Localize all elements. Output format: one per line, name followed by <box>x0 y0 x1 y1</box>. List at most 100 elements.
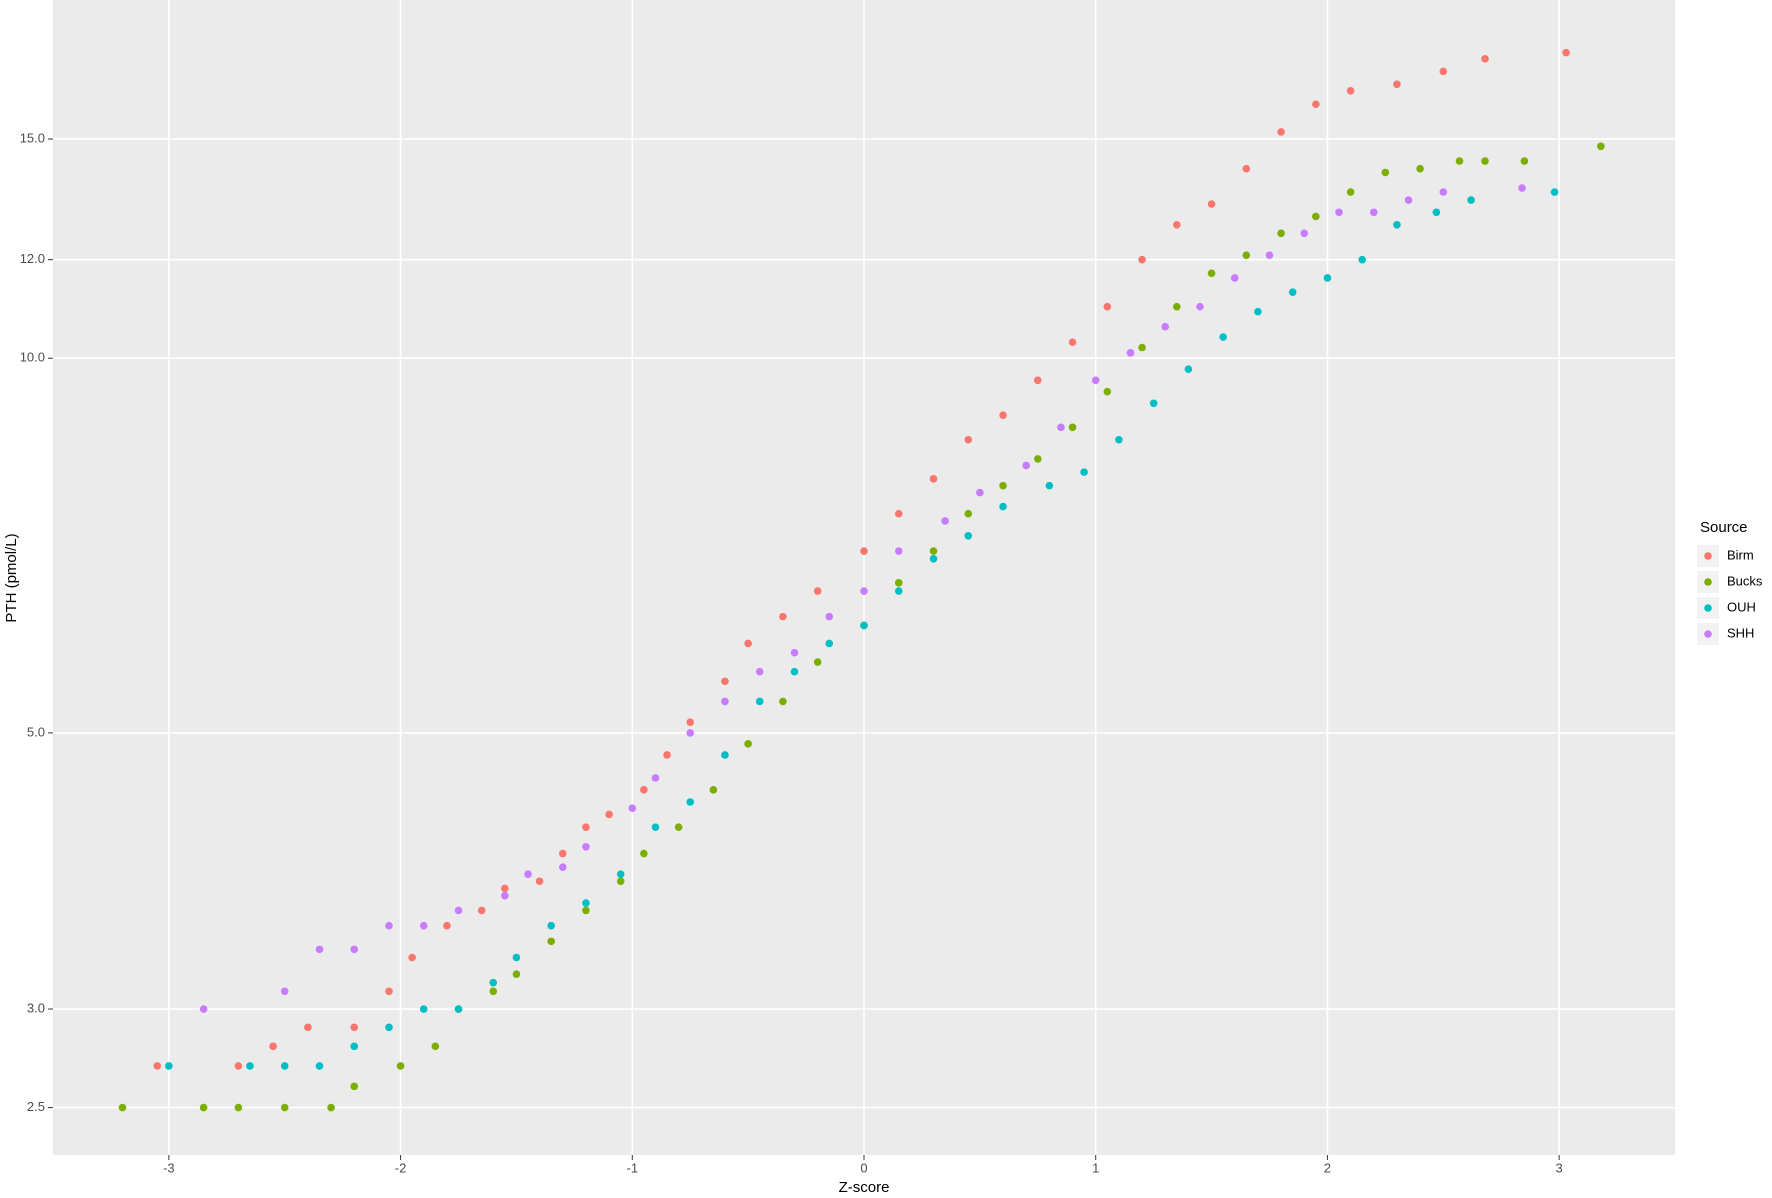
point <box>269 1042 277 1051</box>
point <box>628 804 637 812</box>
point <box>929 475 938 483</box>
point <box>964 509 973 518</box>
point <box>1033 455 1042 463</box>
point <box>582 906 590 915</box>
legend-marker <box>1704 630 1712 638</box>
point <box>234 1062 243 1070</box>
point <box>651 823 660 831</box>
point <box>663 751 671 759</box>
point <box>1022 461 1030 470</box>
point <box>582 842 590 851</box>
point <box>744 639 752 648</box>
point <box>1115 435 1123 444</box>
point <box>1080 468 1088 476</box>
point <box>721 677 729 686</box>
point <box>1161 322 1170 331</box>
point <box>1126 349 1135 357</box>
point <box>165 1062 173 1070</box>
legend-label: SHH <box>1727 625 1754 640</box>
point <box>1335 208 1343 217</box>
point <box>860 587 868 595</box>
point <box>454 1005 463 1013</box>
point <box>755 667 764 676</box>
point <box>408 953 416 962</box>
point <box>280 987 289 996</box>
point <box>1346 87 1355 95</box>
point <box>1196 302 1204 311</box>
legend-marker <box>1704 578 1712 586</box>
legend-marker <box>1704 604 1712 612</box>
point <box>501 891 509 900</box>
y-tick-label: 5.0 <box>27 724 45 739</box>
point <box>501 884 509 893</box>
point <box>605 810 613 819</box>
point <box>744 740 752 748</box>
point <box>489 987 498 996</box>
point <box>1520 157 1529 165</box>
point <box>721 697 729 706</box>
point <box>976 488 984 497</box>
y-tick-label: 12.0 <box>20 251 45 266</box>
point <box>1207 269 1216 278</box>
point <box>582 899 590 907</box>
legend-label: Bucks <box>1727 573 1763 588</box>
point <box>350 1023 359 1032</box>
point <box>1381 168 1390 177</box>
point <box>1138 343 1146 352</box>
point <box>813 587 822 595</box>
x-tick-label: 1 <box>1092 1160 1099 1175</box>
point <box>199 1005 208 1013</box>
point <box>1597 142 1605 151</box>
point <box>1149 399 1158 408</box>
point <box>1323 274 1332 282</box>
point <box>1057 423 1065 432</box>
point <box>512 953 521 962</box>
point <box>547 921 555 930</box>
point <box>640 849 648 858</box>
point <box>396 1062 405 1070</box>
point <box>1103 387 1112 396</box>
point <box>246 1062 254 1070</box>
point <box>1230 274 1239 282</box>
point <box>350 1082 359 1091</box>
point <box>1068 338 1077 347</box>
y-tick-label: 3.0 <box>27 1000 45 1015</box>
point <box>860 621 868 630</box>
point <box>1277 128 1285 136</box>
point <box>1312 100 1320 108</box>
x-tick-label: 2 <box>1324 1160 1331 1175</box>
point <box>1562 48 1570 57</box>
point <box>1068 423 1077 432</box>
point <box>686 798 695 806</box>
point <box>1254 307 1262 316</box>
point <box>1455 157 1464 165</box>
point <box>1184 365 1193 373</box>
point <box>1550 188 1559 196</box>
point <box>1288 288 1297 296</box>
point <box>790 648 799 657</box>
point <box>280 1103 289 1112</box>
point <box>385 1023 393 1032</box>
point <box>1033 376 1042 385</box>
point <box>153 1062 162 1070</box>
point <box>558 863 567 871</box>
x-tick-label: -2 <box>395 1160 407 1175</box>
legend-title: Source <box>1700 519 1748 536</box>
point <box>894 547 903 555</box>
point <box>1346 188 1355 196</box>
x-axis-title: Z-score <box>839 1179 890 1196</box>
point <box>1103 302 1112 311</box>
point <box>825 612 834 621</box>
point <box>419 921 428 930</box>
point <box>431 1042 440 1051</box>
point <box>709 786 718 794</box>
point <box>651 774 660 782</box>
point <box>779 697 787 706</box>
point <box>1439 67 1448 76</box>
point <box>929 547 938 555</box>
point <box>894 587 903 595</box>
point <box>280 1062 289 1070</box>
point <box>1312 212 1320 221</box>
point <box>315 1062 324 1070</box>
point <box>779 612 787 621</box>
